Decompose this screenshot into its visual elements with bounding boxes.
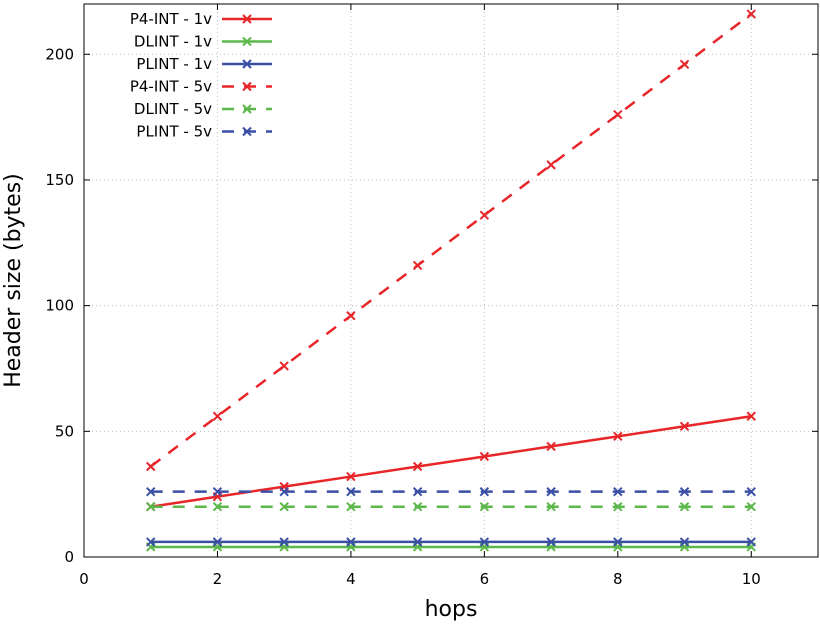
legend-marker — [242, 14, 252, 24]
plot-frame — [83, 3, 819, 558]
y-axis-title: Header size (bytes) — [1, 173, 26, 388]
series-0 — [146, 411, 756, 512]
legend-label: PLINT - 1v — [136, 55, 212, 73]
legend-label: P4-INT - 1v — [130, 10, 212, 28]
y-tick-label: 100 — [45, 297, 74, 315]
data-point — [346, 537, 356, 547]
legend-marker — [242, 126, 252, 137]
data-point — [679, 502, 690, 512]
y-tick-label: 0 — [64, 548, 74, 566]
data-point — [346, 486, 356, 497]
data-point — [346, 471, 356, 482]
legend-marker — [242, 81, 252, 92]
data-point — [212, 486, 223, 497]
data-point — [546, 486, 556, 497]
data-point — [412, 486, 423, 497]
data-point — [346, 310, 356, 321]
data-point — [479, 486, 490, 497]
legend-label: P4-INT - 5v — [130, 78, 212, 96]
data-point — [613, 109, 623, 120]
series-2 — [146, 537, 756, 547]
data-point — [746, 502, 756, 512]
data-point — [146, 486, 156, 497]
x-axis-title: hops — [425, 597, 478, 622]
data-point — [679, 421, 690, 431]
data-point — [546, 160, 556, 170]
x-tick-label: 10 — [742, 570, 761, 588]
data-point — [479, 537, 490, 547]
data-point — [146, 502, 156, 512]
series-line — [149, 13, 753, 468]
plot-series — [146, 9, 756, 552]
data-point — [412, 461, 423, 472]
data-point — [279, 486, 289, 497]
data-point — [746, 411, 756, 421]
series-3 — [146, 9, 756, 472]
legend-item: DLINT - 1v — [134, 33, 272, 51]
y-tick-label: 200 — [45, 45, 74, 63]
legend: P4-INT - 1v DLINT - 1v PLINT - 1v P4-INT - … — [130, 10, 272, 141]
data-point — [279, 361, 289, 371]
data-point — [546, 537, 556, 547]
data-point — [479, 210, 490, 220]
data-point — [546, 502, 556, 512]
data-point — [412, 537, 423, 547]
data-point — [679, 59, 690, 70]
legend-marker — [242, 59, 252, 69]
x-tick-label: 2 — [213, 570, 223, 588]
data-point — [212, 411, 223, 421]
data-point — [346, 502, 356, 512]
data-point — [746, 9, 756, 19]
x-tick-label: 8 — [613, 570, 623, 588]
legend-label: DLINT - 5v — [134, 100, 212, 118]
legend-marker — [242, 104, 252, 114]
x-tick-label: 6 — [480, 570, 490, 588]
legend-item: PLINT - 5v — [136, 123, 272, 141]
x-tick-label: 4 — [346, 570, 356, 588]
grid — [84, 4, 818, 557]
data-point — [746, 537, 756, 547]
series-5 — [146, 486, 756, 497]
data-point — [212, 537, 223, 547]
data-point — [679, 486, 690, 497]
series-4 — [146, 502, 756, 512]
data-point — [212, 502, 223, 512]
y-tick-label: 150 — [45, 171, 74, 189]
data-point — [746, 486, 756, 497]
y-tick-label: 50 — [55, 422, 74, 440]
legend-item: DLINT - 5v — [134, 100, 272, 118]
legend-item: PLINT - 1v — [136, 55, 272, 73]
data-point — [279, 502, 289, 512]
data-point — [613, 486, 623, 497]
data-point — [412, 502, 423, 512]
series-1 — [146, 542, 756, 552]
data-point — [613, 431, 623, 442]
data-point — [412, 260, 423, 271]
legend-item: P4-INT - 5v — [130, 78, 272, 96]
data-point — [146, 461, 156, 472]
series-line — [150, 415, 752, 508]
x-tick-label: 0 — [79, 570, 89, 588]
legend-label: PLINT - 5v — [136, 123, 212, 141]
data-point — [279, 537, 289, 547]
data-point — [613, 537, 623, 547]
data-point — [146, 537, 156, 547]
data-point — [546, 441, 556, 452]
legend-marker — [242, 36, 252, 47]
legend-label: DLINT - 1v — [134, 33, 212, 51]
legend-item: P4-INT - 1v — [130, 10, 272, 28]
data-point — [479, 451, 490, 462]
data-point — [479, 502, 490, 512]
data-point — [679, 537, 690, 547]
data-point — [613, 502, 623, 512]
